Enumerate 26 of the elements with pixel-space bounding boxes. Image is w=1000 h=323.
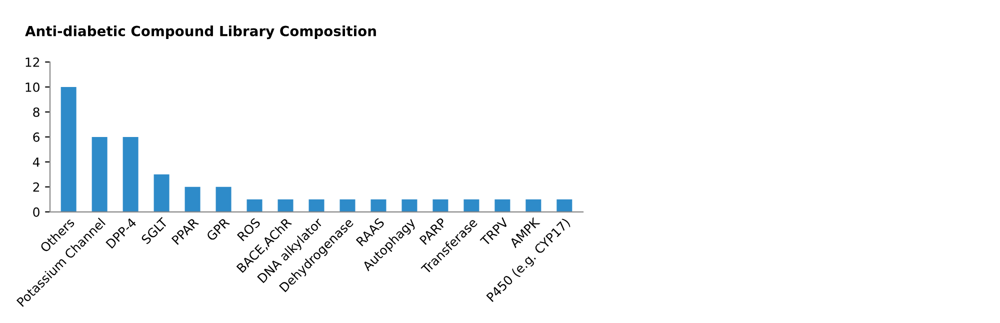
bar — [340, 199, 356, 212]
y-tick-label: 6 — [33, 132, 40, 142]
x-tick-label: GPR — [206, 217, 230, 242]
y-tick-label: 0 — [33, 207, 40, 217]
bar — [402, 199, 418, 212]
bar — [184, 186, 200, 212]
bar — [556, 199, 572, 212]
bar — [278, 199, 294, 212]
y-tick-label: 8 — [33, 107, 40, 117]
bar — [370, 199, 386, 212]
bar — [308, 199, 324, 212]
chart-title: Anti-diabetic Compound Library Composition — [25, 26, 376, 40]
bar — [154, 174, 170, 212]
bar — [494, 199, 510, 212]
bar — [246, 199, 262, 212]
bar — [60, 86, 76, 212]
bar — [526, 199, 542, 212]
bar — [122, 136, 138, 212]
bar — [92, 136, 108, 212]
bar — [464, 199, 480, 212]
bar — [216, 186, 232, 212]
y-tick-label: 4 — [32, 158, 40, 167]
y-tick-label: 2 — [33, 182, 40, 192]
y-tick-label: 12 — [26, 57, 40, 67]
bar — [432, 199, 448, 212]
y-tick-label: 10 — [26, 82, 40, 92]
